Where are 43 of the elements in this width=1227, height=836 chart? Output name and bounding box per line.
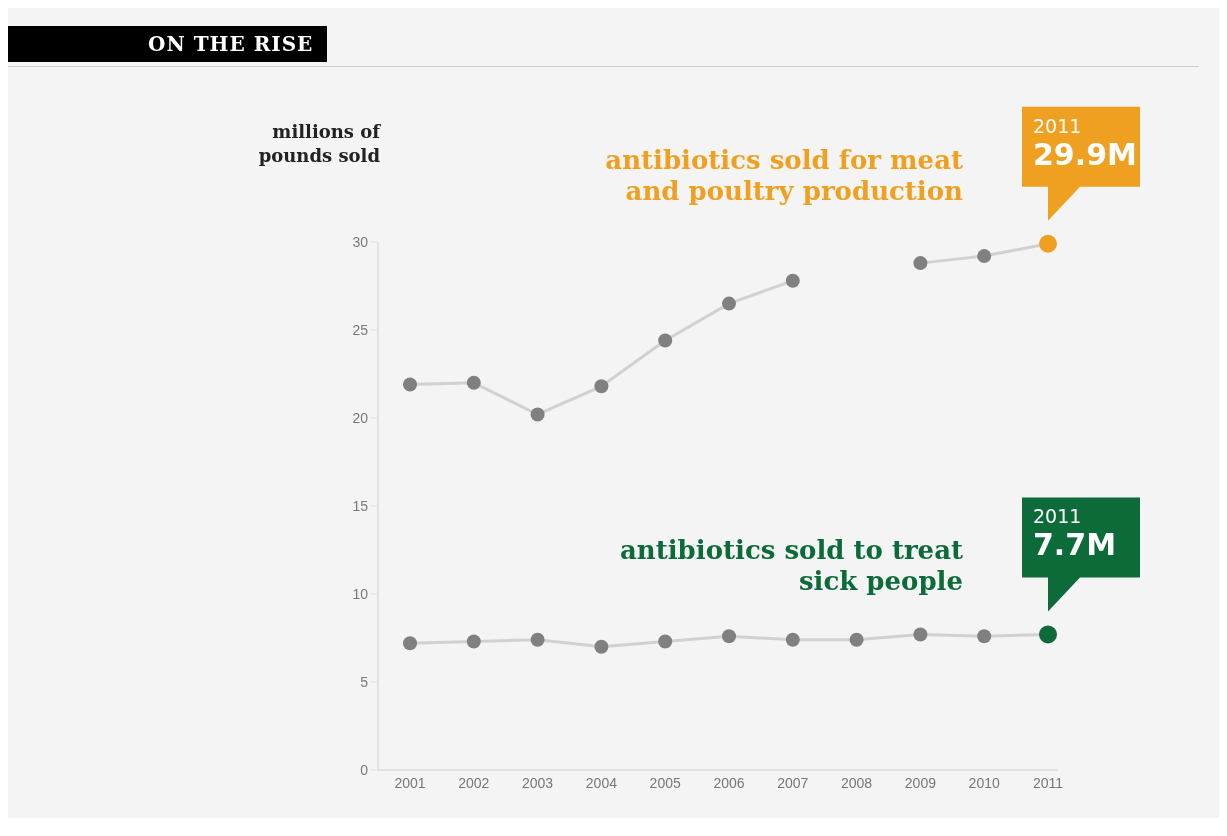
point	[785, 632, 800, 647]
point	[594, 379, 609, 394]
x-tick-label: 2010	[968, 774, 1000, 791]
x-tick-label: 2002	[458, 774, 490, 791]
point	[658, 333, 673, 348]
x-tick-label: 2005	[649, 774, 681, 791]
series-label: antibiotics sold to treat sick people	[619, 535, 963, 597]
x-tick-label: 2001	[394, 774, 426, 791]
point	[977, 629, 992, 644]
point	[530, 407, 545, 422]
point	[466, 634, 481, 649]
y-tick-label: 30	[352, 233, 369, 250]
y-tick-label: 25	[352, 321, 369, 338]
y-tick-label: 20	[352, 409, 369, 426]
point	[594, 639, 609, 654]
chart-title: ON THE RISE	[8, 26, 328, 62]
point	[722, 629, 736, 644]
point	[913, 627, 928, 642]
annotation: 2011 7.7M	[1033, 505, 1116, 563]
y-axis-title: millions of pounds sold	[257, 120, 380, 168]
annotation: 2011 29.9M	[1033, 114, 1137, 172]
point	[977, 249, 992, 264]
x-tick-label: 2004	[585, 774, 618, 791]
point	[722, 296, 736, 311]
x-tick-label: 2007	[777, 774, 809, 791]
point	[658, 634, 673, 649]
point	[403, 636, 417, 651]
y-tick-label: 0	[360, 761, 369, 778]
series-label: antibiotics sold for meat and poultry production	[605, 144, 964, 206]
y-tick-label: 10	[352, 585, 369, 602]
y-tick-label: 15	[352, 497, 369, 514]
point	[785, 273, 800, 288]
point	[849, 632, 864, 647]
point	[530, 632, 545, 647]
point	[403, 377, 417, 392]
x-tick-label: 2006	[713, 774, 745, 791]
point	[913, 256, 928, 271]
x-tick-label: 2008	[841, 774, 873, 791]
y-tick-label: 5	[360, 673, 369, 690]
x-tick-label: 2003	[522, 774, 554, 791]
x-tick-label: 2011	[1032, 774, 1064, 791]
x-tick-label: 2009	[904, 774, 937, 791]
point	[466, 375, 481, 390]
